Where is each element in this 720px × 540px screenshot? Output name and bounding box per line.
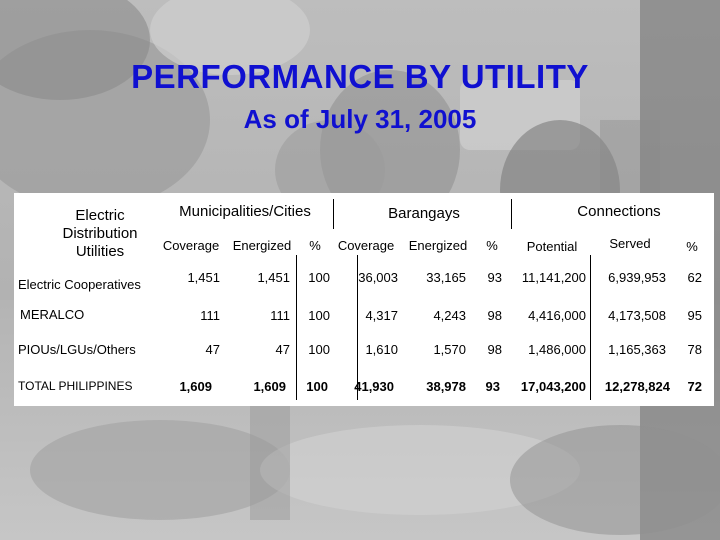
table-cell: 1,570: [433, 342, 466, 357]
group-header-barangays: Barangays: [388, 205, 460, 222]
row-label-total: TOTAL PHILIPPINES: [18, 379, 133, 393]
table-cell: 72: [687, 379, 702, 394]
table-cell: 4,243: [433, 308, 466, 323]
divider: [590, 255, 591, 400]
divider: [357, 255, 358, 400]
group-header-connections: Connections: [577, 203, 661, 220]
table-cell: 93: [487, 270, 502, 285]
performance-table: Electric Distribution Utilities Municipa…: [14, 193, 714, 406]
table-cell: 4,173,508: [608, 308, 666, 323]
table-cell: 36,003: [358, 270, 398, 285]
table-cell: 1,451: [187, 270, 220, 285]
table-cell: 111: [270, 308, 290, 323]
divider: [296, 255, 297, 400]
subheader-brgy-coverage: Coverage: [337, 238, 395, 253]
subheader-muni-pct: %: [309, 238, 321, 253]
table-cell: 47: [205, 342, 220, 357]
table-cell: 33,165: [426, 270, 466, 285]
table-cell: 1,610: [365, 342, 398, 357]
table-cell: 12,278,824: [604, 379, 670, 394]
subheader-conn-served: Served: [609, 236, 651, 251]
subheader-muni-coverage: Coverage: [162, 238, 220, 253]
table-cell: 95: [687, 308, 702, 323]
table-cell: 100: [308, 342, 330, 357]
table-cell: 1,165,363: [608, 342, 666, 357]
row-label: MERALCO: [20, 307, 85, 322]
group-header-municipalities: Municipalities/Cities: [179, 203, 311, 220]
table-cell: 1,609: [253, 379, 286, 394]
table-cell: 41,930: [354, 379, 394, 394]
table-cell: 100: [306, 379, 328, 394]
table-cell: 98: [487, 308, 502, 323]
subheader-muni-energized: Energized: [232, 238, 292, 253]
row-label: PIOUs/LGUs/Others: [18, 342, 136, 357]
subheader-brgy-pct: %: [486, 238, 498, 253]
table-cell: 100: [308, 308, 330, 323]
table-cell: 1,451: [257, 270, 290, 285]
table-cell: 100: [308, 270, 330, 285]
table-cell: 98: [487, 342, 502, 357]
divider: [333, 199, 334, 229]
table-cell: 1,609: [179, 379, 212, 394]
table-cell: 78: [687, 342, 702, 357]
subheader-conn-pct: %: [686, 239, 698, 254]
page-title: PERFORMANCE BY UTILITY: [131, 58, 589, 95]
row-label: Electric Cooperatives: [18, 277, 141, 292]
table-cell: 93: [485, 379, 500, 394]
row-header-label: Electric Distribution Utilities: [62, 207, 138, 260]
divider: [511, 199, 512, 229]
page-subtitle: As of July 31, 2005: [243, 104, 477, 134]
table-cell: 6,939,953: [608, 270, 666, 285]
table-cell: 62: [687, 270, 702, 285]
subheader-brgy-energized: Energized: [408, 238, 468, 253]
table-cell: 1,486,000: [528, 342, 586, 357]
table-cell: 11,141,200: [521, 270, 586, 285]
table-cell: 38,978: [426, 379, 466, 394]
table-cell: 111: [200, 308, 220, 323]
table-cell: 4,416,000: [528, 308, 586, 323]
subheader-conn-potential: Potential: [526, 239, 578, 254]
table-cell: 17,043,200: [520, 379, 586, 394]
table-cell: 47: [275, 342, 290, 357]
table-cell: 4,317: [365, 308, 398, 323]
